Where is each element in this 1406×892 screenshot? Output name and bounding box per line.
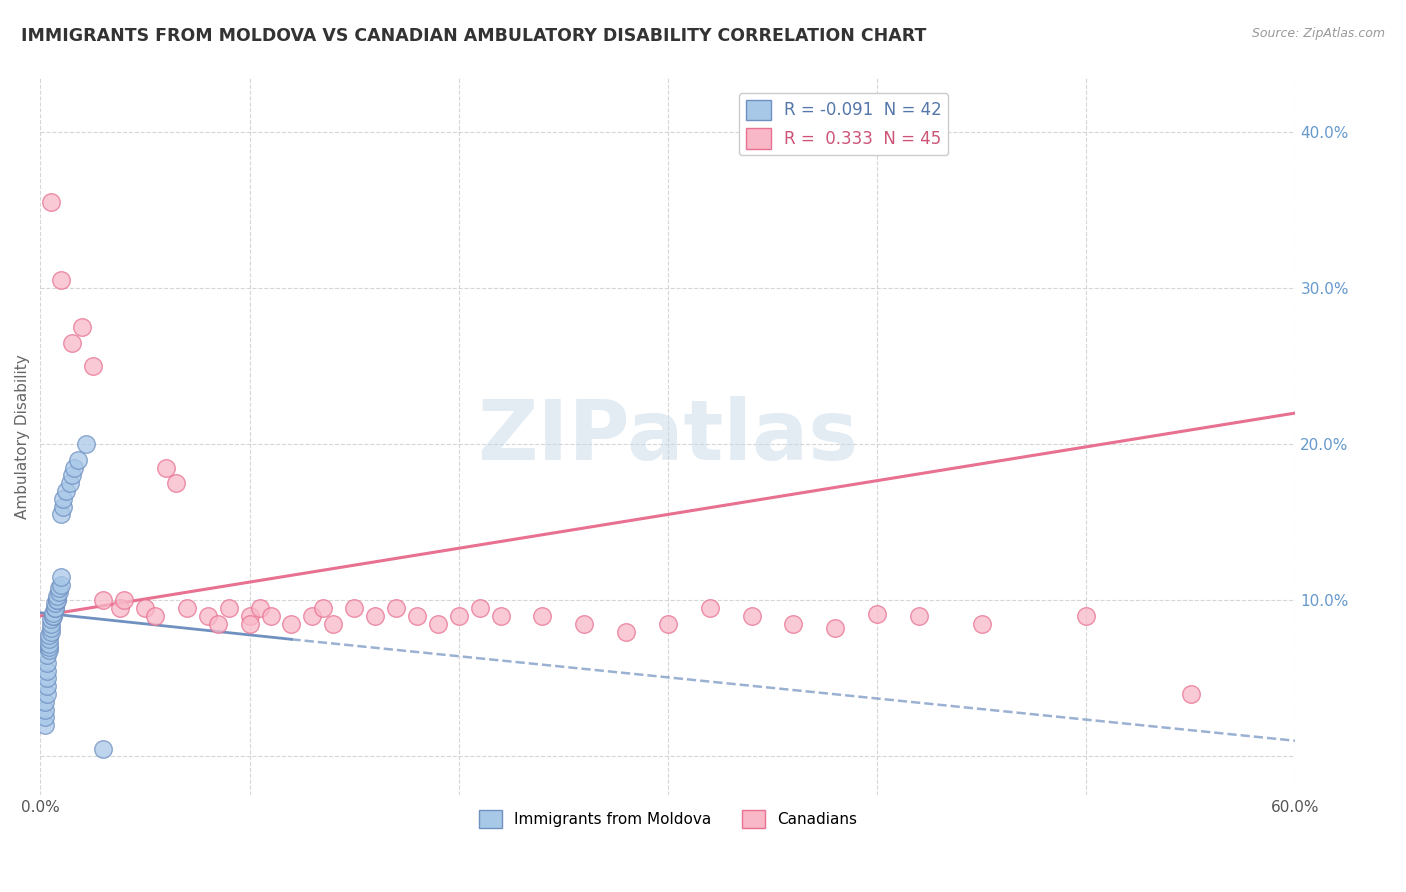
Point: [489, 608, 512, 623]
Point: [34, 710, 56, 724]
Point: [63, 460, 86, 475]
Point: [38, 640, 60, 654]
Point: [39, 195, 62, 210]
Legend: Immigrants from Moldova, Canadians: Immigrants from Moldova, Canadians: [472, 804, 863, 834]
Point: [44, 596, 66, 610]
Point: [39, 616, 62, 631]
Point: [82, 359, 104, 374]
Point: [42, 606, 65, 620]
Point: [35, 679, 58, 693]
Point: [60, 468, 83, 483]
Point: [44, 601, 66, 615]
Point: [35, 648, 58, 662]
Point: [239, 608, 262, 623]
Y-axis label: Ambulatory Disability: Ambulatory Disability: [15, 354, 30, 519]
Point: [42, 608, 65, 623]
Point: [46, 593, 69, 607]
Point: [1076, 608, 1098, 623]
Point: [35, 664, 58, 678]
Point: [112, 593, 135, 607]
Point: [67, 453, 90, 467]
Point: [38, 627, 60, 641]
Point: [312, 601, 335, 615]
Point: [280, 616, 302, 631]
Point: [46, 589, 69, 603]
Point: [75, 437, 97, 451]
Point: [39, 624, 62, 639]
Point: [42, 608, 65, 623]
Point: [155, 460, 177, 475]
Point: [35, 671, 58, 685]
Point: [239, 616, 262, 631]
Point: [34, 718, 56, 732]
Point: [39, 621, 62, 635]
Point: [39, 612, 62, 626]
Point: [91, 593, 114, 607]
Point: [614, 624, 637, 639]
Point: [34, 702, 56, 716]
Point: [51, 273, 73, 287]
Point: [385, 601, 408, 615]
Point: [52, 500, 75, 514]
Point: [574, 616, 596, 631]
Point: [46, 593, 69, 607]
Point: [218, 601, 240, 615]
Point: [406, 608, 429, 623]
Point: [91, 741, 114, 756]
Point: [301, 608, 323, 623]
Point: [60, 335, 83, 350]
Point: [1180, 687, 1202, 701]
Point: [59, 476, 82, 491]
Point: [176, 601, 198, 615]
Point: [51, 570, 73, 584]
Point: [48, 585, 70, 599]
Point: [447, 608, 470, 623]
Point: [35, 687, 58, 701]
Point: [426, 616, 449, 631]
Text: Source: ZipAtlas.com: Source: ZipAtlas.com: [1251, 27, 1385, 40]
Point: [108, 601, 131, 615]
Point: [866, 607, 889, 622]
Point: [38, 637, 60, 651]
Point: [35, 656, 58, 670]
Point: [908, 608, 931, 623]
Point: [51, 577, 73, 591]
Point: [970, 616, 993, 631]
Point: [699, 601, 721, 615]
Point: [55, 483, 77, 498]
Point: [824, 621, 846, 635]
Point: [364, 608, 387, 623]
Point: [741, 608, 763, 623]
Point: [51, 508, 73, 522]
Point: [34, 695, 56, 709]
Point: [48, 581, 70, 595]
Point: [38, 643, 60, 657]
Point: [531, 608, 554, 623]
Point: [72, 320, 94, 334]
Point: [343, 601, 366, 615]
Point: [657, 616, 679, 631]
Text: ZIPatlas: ZIPatlas: [478, 396, 859, 477]
Point: [197, 608, 219, 623]
Point: [249, 601, 271, 615]
Point: [782, 616, 804, 631]
Point: [468, 601, 491, 615]
Point: [259, 608, 281, 623]
Point: [145, 608, 167, 623]
Point: [322, 616, 344, 631]
Point: [165, 476, 187, 491]
Point: [134, 601, 156, 615]
Point: [207, 616, 229, 631]
Point: [38, 632, 60, 647]
Text: IMMIGRANTS FROM MOLDOVA VS CANADIAN AMBULATORY DISABILITY CORRELATION CHART: IMMIGRANTS FROM MOLDOVA VS CANADIAN AMBU…: [21, 27, 927, 45]
Point: [44, 601, 66, 615]
Point: [52, 491, 75, 506]
